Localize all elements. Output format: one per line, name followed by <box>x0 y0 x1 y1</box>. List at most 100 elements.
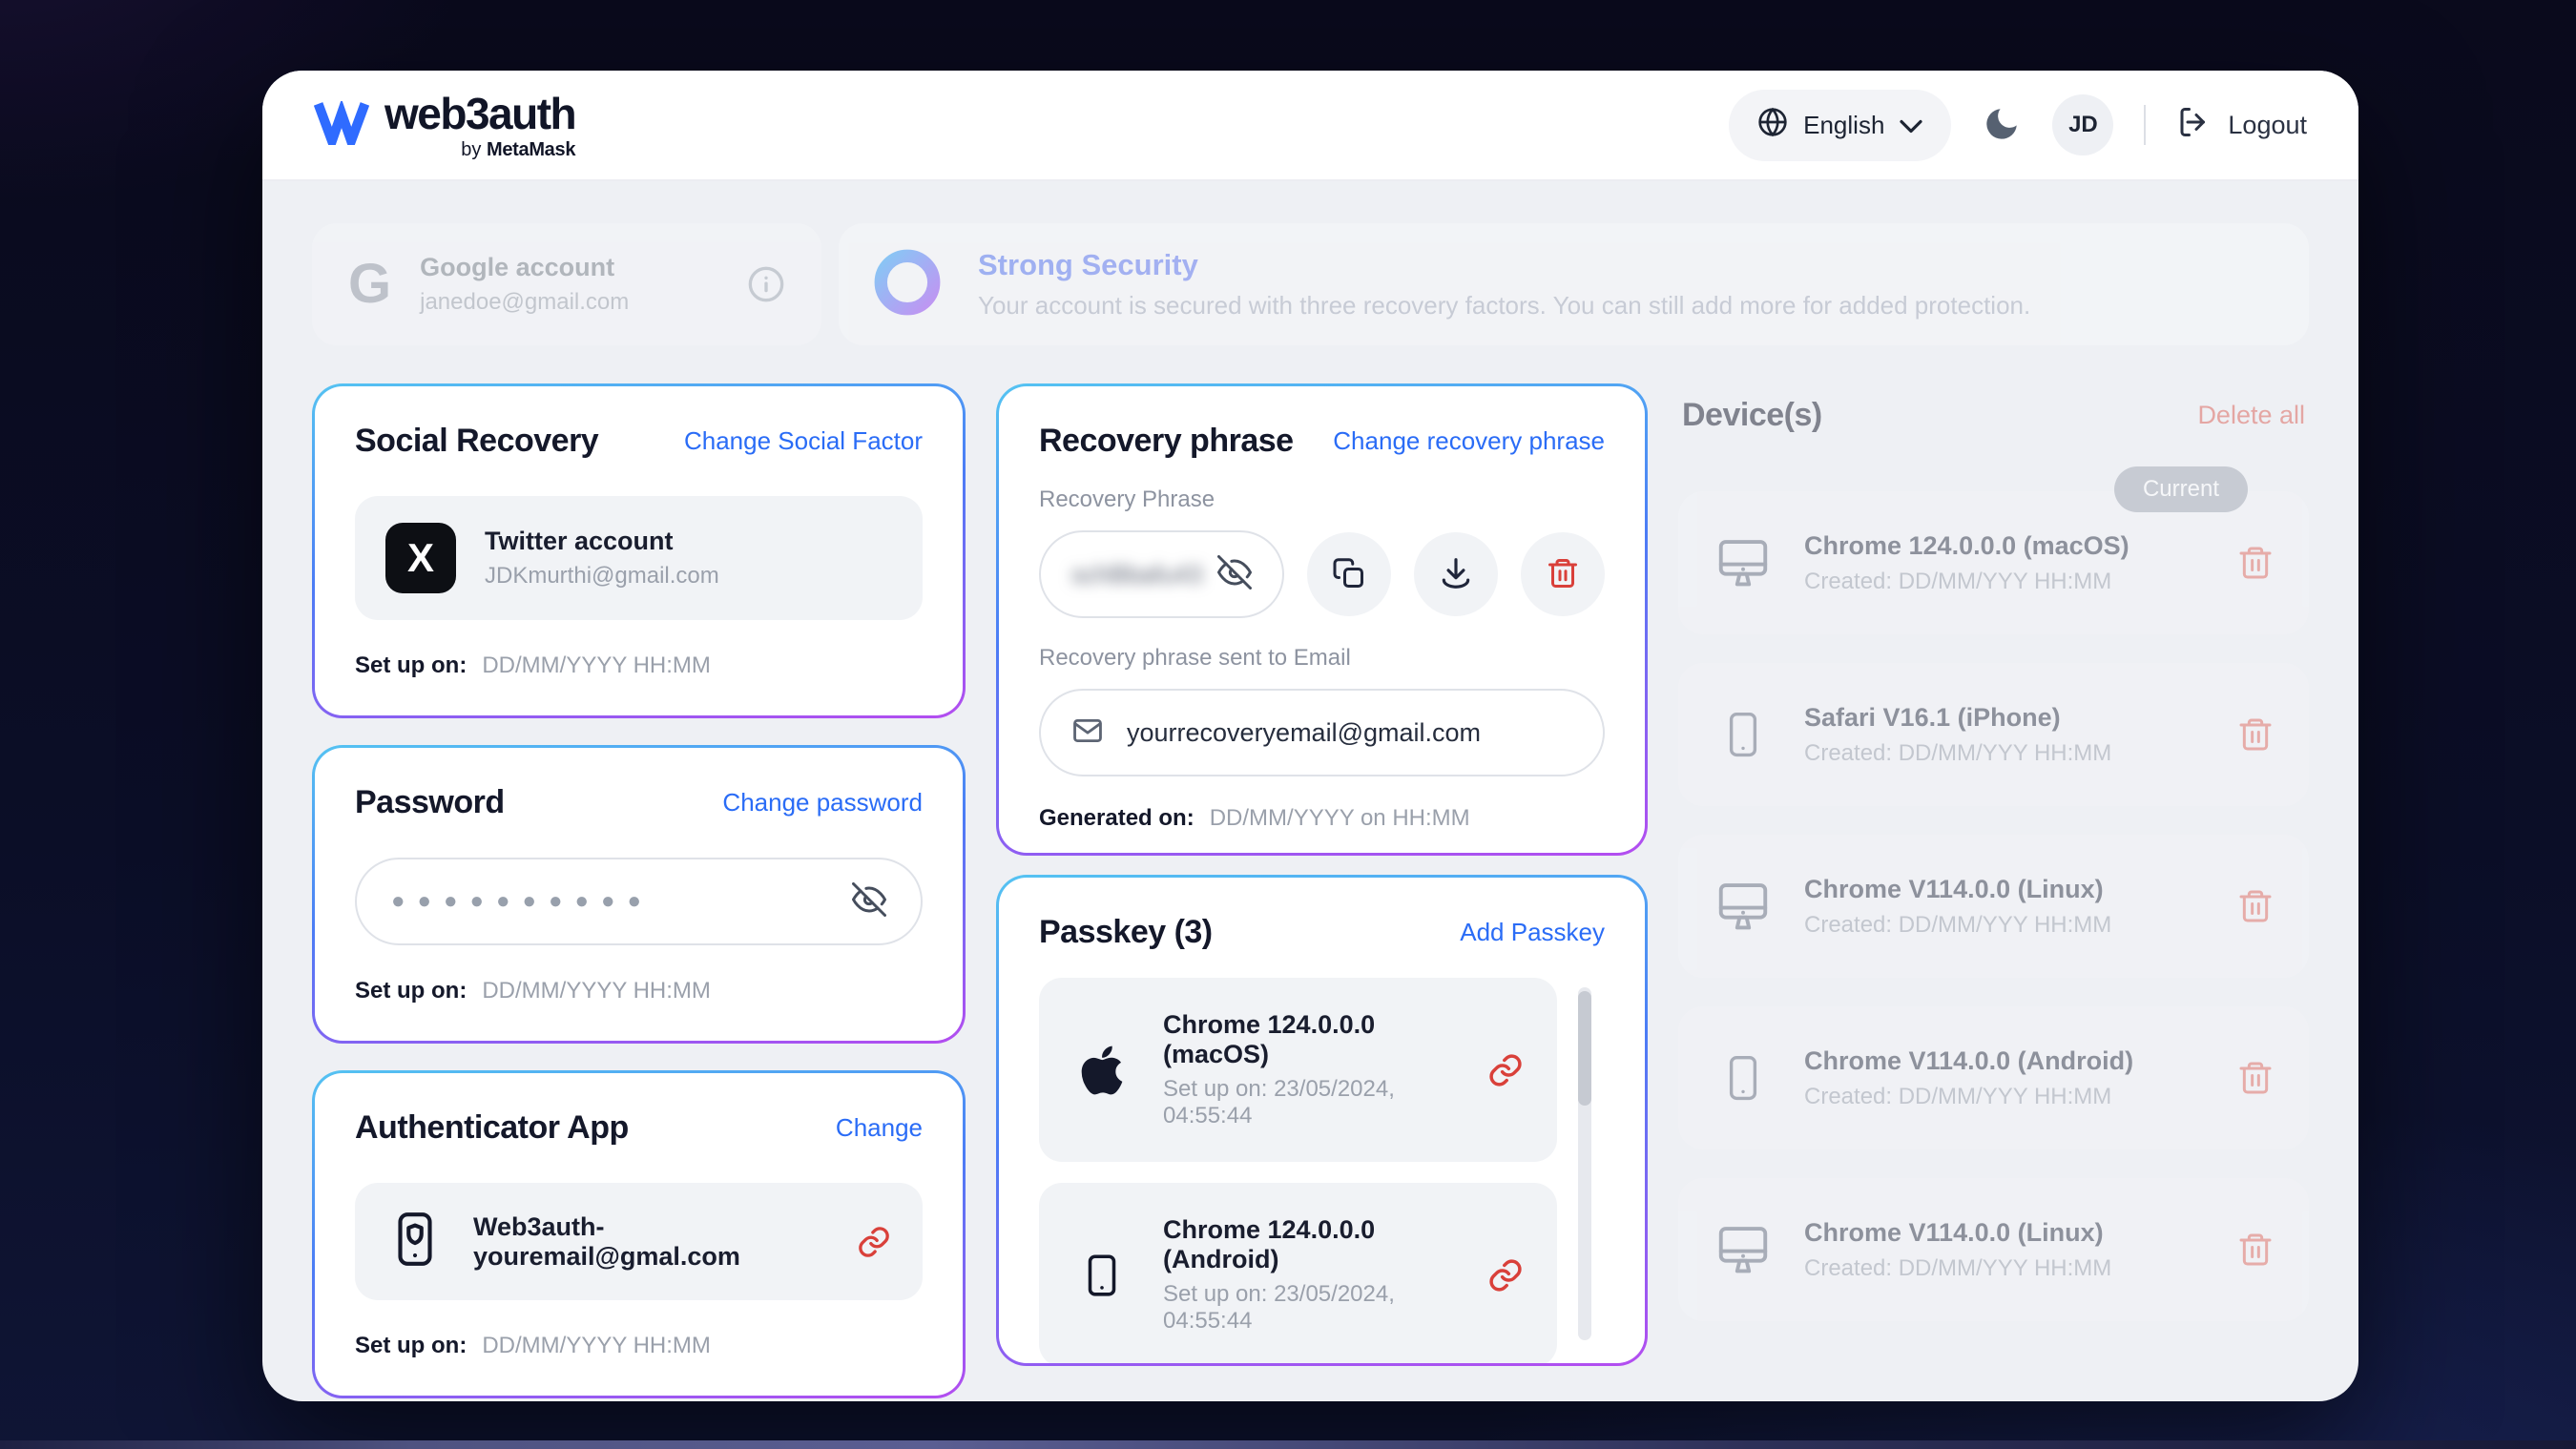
logout-icon <box>2176 105 2211 146</box>
recovery-phrase-value: schBbafu43304Kj... <box>1071 559 1204 589</box>
passkey-scrollbar[interactable] <box>1578 987 1591 1340</box>
copy-icon <box>1332 556 1366 593</box>
device-name: Chrome V114.0.0 (Linux) <box>1804 1217 2104 1247</box>
smartphone-icon <box>1071 1250 1132 1301</box>
web3auth-logo-icon <box>313 98 370 155</box>
google-icon: G <box>348 253 392 315</box>
bottom-accent-strip <box>0 1440 2576 1449</box>
passkey-setup: Set up on: 23/05/2024, 04:55:44 <box>1163 1076 1395 1128</box>
twitter-account-name: Twitter account <box>485 527 674 555</box>
security-ring-icon <box>871 246 944 323</box>
setup-on-label: Set up on: <box>355 1333 467 1358</box>
recovery-phrase-input[interactable]: schBbafu43304Kj... <box>1039 530 1284 618</box>
setup-on-label: Set up on: <box>355 652 467 678</box>
moon-icon <box>1982 104 2022 147</box>
passkey-scrollbar-thumb[interactable] <box>1578 991 1591 1106</box>
language-selector[interactable]: English <box>1729 89 1952 161</box>
eye-off-icon[interactable] <box>1217 554 1252 594</box>
eye-off-icon[interactable] <box>852 881 886 921</box>
password-input[interactable]: ●●●●●●●●●● <box>355 858 923 945</box>
download-icon <box>1438 555 1474 594</box>
passkey-list: Chrome 124.0.0.0 (macOS) Set up on: 23/0… <box>1039 978 1605 1363</box>
unlink-icon[interactable] <box>856 1224 892 1260</box>
info-icon[interactable] <box>747 265 785 303</box>
desktop-icon <box>1713 877 1774 936</box>
change-recovery-phrase-link[interactable]: Change recovery phrase <box>1333 426 1605 455</box>
globe-icon <box>1757 107 1788 144</box>
recovery-email-input[interactable]: yourrecoveryemail@gmail.com <box>1039 689 1605 776</box>
smartphone-icon <box>1713 1050 1774 1106</box>
google-account-banner: G Google account janedoe@gmail.com <box>312 223 821 345</box>
device-item: Chrome V114.0.0 (Linux) Created: DD/MM/Y… <box>1678 835 2309 978</box>
device-name: Chrome 124.0.0.0 (macOS) <box>1804 530 2129 560</box>
copy-phrase-button[interactable] <box>1307 532 1391 616</box>
logout-label: Logout <box>2228 110 2307 139</box>
avatar[interactable]: JD <box>2052 94 2114 155</box>
authenticator-tile: Web3auth-youremail@gmal.com <box>355 1183 923 1300</box>
main-content: G Google account janedoe@gmail.com Stron… <box>262 181 2358 1398</box>
change-password-link[interactable]: Change password <box>722 788 923 817</box>
desktop-icon <box>1713 533 1774 592</box>
add-passkey-link[interactable]: Add Passkey <box>1460 918 1605 946</box>
generated-on-label: Generated on: <box>1039 805 1195 831</box>
security-level-title: Strong Security <box>978 248 2030 282</box>
dark-mode-toggle[interactable] <box>1982 104 2022 147</box>
device-item: Chrome V114.0.0 (Linux) Created: DD/MM/Y… <box>1678 1178 2309 1321</box>
recovery-email-value: yourrecoveryemail@gmail.com <box>1127 717 1482 747</box>
device-created: Created: DD/MM/YYY HH:MM <box>1804 739 2112 766</box>
authenticator-account: Web3auth-youremail@gmal.com <box>473 1211 740 1271</box>
trash-icon <box>1546 556 1580 593</box>
setup-on-label: Set up on: <box>355 978 467 1004</box>
social-recovery-title: Social Recovery <box>355 423 599 459</box>
trash-icon[interactable] <box>2236 1231 2275 1269</box>
social-recovery-card: Social Recovery Change Social Factor X T… <box>312 383 966 718</box>
change-social-factor-link[interactable]: Change Social Factor <box>683 426 923 455</box>
cards-grid: Social Recovery Change Social Factor X T… <box>312 383 2309 1398</box>
device-created: Created: DD/MM/YYY HH:MM <box>1804 1083 2112 1109</box>
logout-button[interactable]: Logout <box>2176 105 2307 146</box>
device-created: Created: DD/MM/YYY HH:MM <box>1804 568 2112 594</box>
phone-shield-icon <box>385 1210 445 1273</box>
brand-byline: by MetaMask <box>461 138 576 160</box>
download-phrase-button[interactable] <box>1414 532 1498 616</box>
mail-icon <box>1071 714 1104 752</box>
security-level-description: Your account is secured with three recov… <box>978 291 2031 320</box>
passkey-title: Passkey (3) <box>1039 914 1213 950</box>
current-device-badge: Current <box>2113 466 2248 512</box>
web3auth-logo: web3auth by MetaMask <box>313 92 577 160</box>
recovery-phrase-label: Recovery Phrase <box>1039 486 1215 512</box>
recovery-phrase-card: Recovery phrase Change recovery phrase R… <box>996 383 1648 856</box>
desktop-icon <box>1713 1220 1774 1279</box>
password-masked-value: ●●●●●●●●●● <box>391 888 654 914</box>
authenticator-card: Authenticator App Change Web3auth-yourem… <box>312 1070 966 1398</box>
account-email: janedoe@gmail.com <box>420 289 630 315</box>
setup-on-value: DD/MM/YYYY HH:MM <box>482 652 711 678</box>
top-actions: English JD <box>1729 89 2307 161</box>
passkey-item: Chrome 124.0.0.0 (Android) Set up on: 23… <box>1039 1183 1557 1363</box>
passkey-item: Chrome 124.0.0.0 (macOS) Set up on: 23/0… <box>1039 978 1557 1162</box>
device-created: Created: DD/MM/YYY HH:MM <box>1804 911 2112 938</box>
trash-icon[interactable] <box>2236 544 2275 582</box>
change-authenticator-link[interactable]: Change <box>835 1113 923 1142</box>
account-title: Google account <box>420 253 615 281</box>
delete-all-devices-link[interactable]: Delete all <box>2197 401 2305 429</box>
security-status-banner: Strong Security Your account is secured … <box>839 223 2309 345</box>
link-icon[interactable] <box>1486 1051 1525 1089</box>
authenticator-title: Authenticator App <box>355 1109 629 1146</box>
setup-on-value: DD/MM/YYYY HH:MM <box>482 978 711 1004</box>
trash-icon[interactable] <box>2236 715 2275 754</box>
trash-icon[interactable] <box>2236 1059 2275 1097</box>
header-divider <box>2144 105 2147 145</box>
chevron-down-icon <box>1900 111 1923 140</box>
apple-icon <box>1071 1043 1132 1098</box>
twitter-account-tile: X Twitter account JDKmurthi@gmail.com <box>355 496 923 620</box>
delete-phrase-button[interactable] <box>1521 532 1605 616</box>
password-card: Password Change password ●●●●●●●●●● Set … <box>312 745 966 1044</box>
passkey-name: Chrome 124.0.0.0 (Android) <box>1163 1215 1376 1273</box>
trash-icon[interactable] <box>2236 887 2275 925</box>
passkey-setup: Set up on: 23/05/2024, 04:55:44 <box>1163 1281 1395 1334</box>
avatar-initials: JD <box>2068 112 2098 137</box>
link-icon[interactable] <box>1486 1256 1525 1294</box>
device-name: Safari V16.1 (iPhone) <box>1804 702 2061 732</box>
